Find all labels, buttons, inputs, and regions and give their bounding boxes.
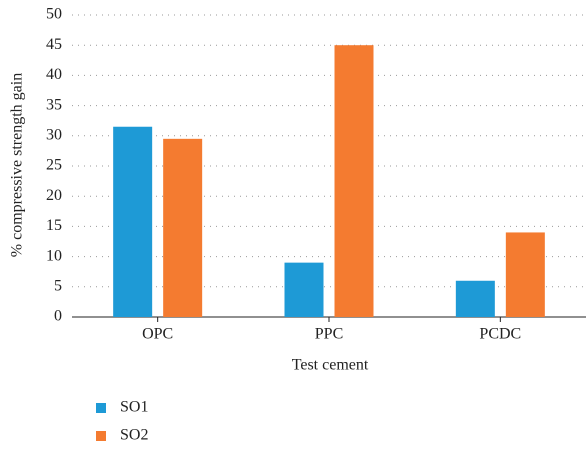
y-tick-label: 30 [46, 126, 62, 143]
bar [163, 138, 203, 317]
y-tick-label: 50 [46, 6, 62, 23]
bar [334, 45, 374, 317]
y-tick-label: 25 [46, 157, 62, 174]
y-tick-label: 40 [46, 66, 62, 83]
bar [284, 262, 324, 317]
x-tick-label: OPC [142, 326, 173, 343]
y-tick-label: 0 [54, 308, 62, 325]
y-tick-label: 5 [54, 277, 62, 294]
bar [455, 280, 495, 317]
x-tick-label: PCDC [479, 326, 521, 343]
legend-swatch [96, 431, 106, 441]
y-axis-label: % compressive strength gain [9, 73, 26, 257]
y-tick-label: 45 [46, 36, 62, 53]
y-tick-label: 20 [46, 187, 62, 204]
y-tick-label: 15 [46, 217, 62, 234]
legend-label: SO1 [120, 399, 148, 416]
bar [505, 232, 545, 317]
bar [113, 126, 153, 318]
y-tick-label: 35 [46, 96, 62, 113]
x-axis-label: Test cement [292, 357, 369, 374]
legend-label: SO2 [120, 427, 148, 444]
x-tick-label: PPC [315, 326, 343, 343]
y-tick-label: 10 [46, 247, 62, 264]
legend-swatch [96, 403, 106, 413]
